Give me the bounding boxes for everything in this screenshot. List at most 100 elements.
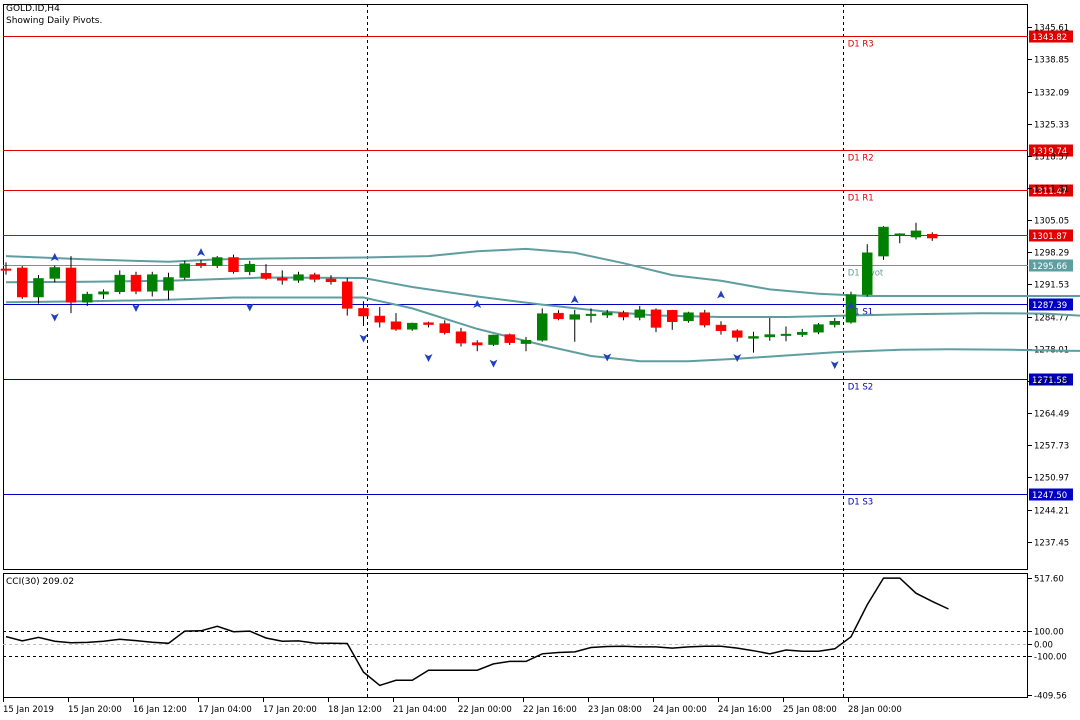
fractal-up-arrow bbox=[570, 295, 579, 304]
price-tag-text-r3: 1343.82 bbox=[1032, 33, 1067, 43]
candle-bull bbox=[829, 320, 840, 325]
candle-bear bbox=[504, 334, 515, 343]
band-lower-line bbox=[5, 296, 1080, 363]
pivot-label-s3: D1 S3 bbox=[848, 498, 873, 508]
candle-bear bbox=[472, 342, 483, 346]
candle-bear bbox=[374, 315, 385, 323]
pivot-label-s2: D1 S2 bbox=[848, 383, 873, 393]
candle-bear bbox=[667, 310, 678, 322]
candle-bull bbox=[163, 277, 174, 291]
price-tag-close bbox=[1029, 229, 1073, 242]
y-tick-label: 1250.97 bbox=[1034, 474, 1069, 484]
y-tick-label: 1311.81 bbox=[1034, 185, 1069, 195]
band-middle-line bbox=[5, 276, 1080, 318]
price-tag-text-s1: 1287.39 bbox=[1032, 301, 1067, 311]
candle-bull bbox=[33, 278, 44, 298]
price-tag-r2 bbox=[1029, 144, 1073, 157]
pivot-label-r2: D1 R2 bbox=[848, 154, 874, 164]
candle-bear bbox=[17, 267, 28, 298]
y-tick-label: 1284.77 bbox=[1034, 314, 1069, 324]
y-tick-label: 1338.85 bbox=[1034, 56, 1069, 66]
candle-bull bbox=[878, 226, 889, 257]
cci-line bbox=[5, 577, 949, 687]
candle-bull bbox=[910, 230, 922, 238]
fractal-down-arrow bbox=[424, 353, 433, 362]
price-tag-s2 bbox=[1029, 373, 1073, 386]
fractal-down-arrow bbox=[489, 359, 498, 368]
fractal-up-arrow bbox=[197, 248, 205, 257]
candle-bear bbox=[260, 272, 272, 279]
candle-bear bbox=[423, 322, 434, 325]
price-tag-r1 bbox=[1029, 184, 1073, 197]
candle-bear bbox=[0, 268, 12, 271]
candle-bull bbox=[212, 257, 223, 266]
candle-bull bbox=[780, 333, 792, 336]
candle-bear bbox=[309, 274, 320, 280]
x-tick-label: 22 Jan 00:00 bbox=[458, 705, 512, 715]
candle-bear bbox=[228, 257, 239, 273]
x-tick-label: 22 Jan 16:00 bbox=[523, 705, 577, 715]
x-tick-label: 18 Jan 12:00 bbox=[328, 705, 382, 715]
cci-subwindow-frame bbox=[3, 573, 1028, 698]
candle-bull bbox=[797, 331, 808, 335]
candle-bull bbox=[894, 233, 905, 236]
pivot-label-r1: D1 R1 bbox=[848, 194, 874, 204]
candle-bull bbox=[147, 274, 158, 292]
candle-bull bbox=[813, 324, 824, 333]
candle-bear bbox=[65, 267, 77, 303]
candle-bull bbox=[683, 312, 694, 322]
candle-bear bbox=[325, 278, 337, 283]
candle-bear bbox=[618, 312, 629, 318]
candle-bear bbox=[358, 308, 369, 317]
candle-bear bbox=[715, 324, 727, 332]
x-tick-label: 25 Jan 08:00 bbox=[783, 705, 837, 715]
price-tag-pivot bbox=[1029, 259, 1073, 272]
candle-bull bbox=[602, 312, 613, 316]
price-tag-r3 bbox=[1029, 30, 1073, 43]
x-tick-label: 17 Jan 20:00 bbox=[263, 705, 317, 715]
cci-label: CCI(30) 209.02 bbox=[6, 577, 74, 587]
fractal-down-arrow bbox=[603, 353, 612, 362]
y-tick-label: 1325.33 bbox=[1034, 121, 1069, 131]
x-tick-label: 16 Jan 12:00 bbox=[133, 705, 187, 715]
x-tick-label: 28 Jan 00:00 bbox=[848, 705, 902, 715]
fractal-down-arrow bbox=[733, 353, 742, 362]
x-tick-label: 24 Jan 00:00 bbox=[653, 705, 707, 715]
x-tick-label: 21 Jan 04:00 bbox=[393, 705, 447, 715]
x-tick-label: 24 Jan 16:00 bbox=[718, 705, 772, 715]
chart-header: GOLD.ID,H4 Showing Daily Pivots. bbox=[6, 3, 102, 27]
candle-bull bbox=[114, 274, 125, 293]
pivot-subtitle: Showing Daily Pivots. bbox=[6, 16, 103, 26]
candle-bull bbox=[569, 314, 580, 320]
candle-bull bbox=[98, 291, 109, 295]
price-tag-s1 bbox=[1029, 298, 1073, 311]
cci-tick-label: 100.00 bbox=[1034, 628, 1064, 638]
y-tick-label: 1257.73 bbox=[1034, 442, 1069, 452]
fractal-up-arrow bbox=[50, 252, 59, 261]
candle-bear bbox=[553, 312, 564, 320]
cci-tick-label: -100.00 bbox=[1034, 653, 1067, 663]
y-tick-label: 1345.61 bbox=[1034, 24, 1069, 34]
candle-bear bbox=[342, 281, 353, 309]
price-tag-text-pivot: 1295.66 bbox=[1032, 262, 1067, 272]
candle-bull bbox=[585, 313, 597, 316]
price-tag-text-s3: 1247.50 bbox=[1032, 491, 1067, 501]
y-tick-label: 1291.53 bbox=[1034, 281, 1069, 291]
y-tick-label: 1271.25 bbox=[1034, 378, 1069, 388]
pivot-label-s1: D1 S1 bbox=[848, 308, 873, 318]
y-tick-label: 1237.45 bbox=[1034, 539, 1069, 549]
candle-bull bbox=[748, 336, 759, 339]
candle-bull bbox=[82, 293, 93, 303]
candle-bull bbox=[520, 340, 532, 344]
candle-bear bbox=[277, 277, 288, 281]
price-tag-text-s2: 1271.58 bbox=[1032, 376, 1067, 386]
candle-bear bbox=[439, 323, 450, 333]
y-tick-label: 1305.05 bbox=[1034, 217, 1069, 227]
candle-bull bbox=[179, 263, 190, 278]
candle-bull bbox=[488, 334, 499, 345]
fractal-down-arrow bbox=[830, 361, 839, 370]
y-tick-label: 1318.57 bbox=[1034, 153, 1069, 163]
fractal-down-arrow bbox=[50, 313, 59, 322]
y-tick-label: 1264.49 bbox=[1034, 410, 1069, 420]
